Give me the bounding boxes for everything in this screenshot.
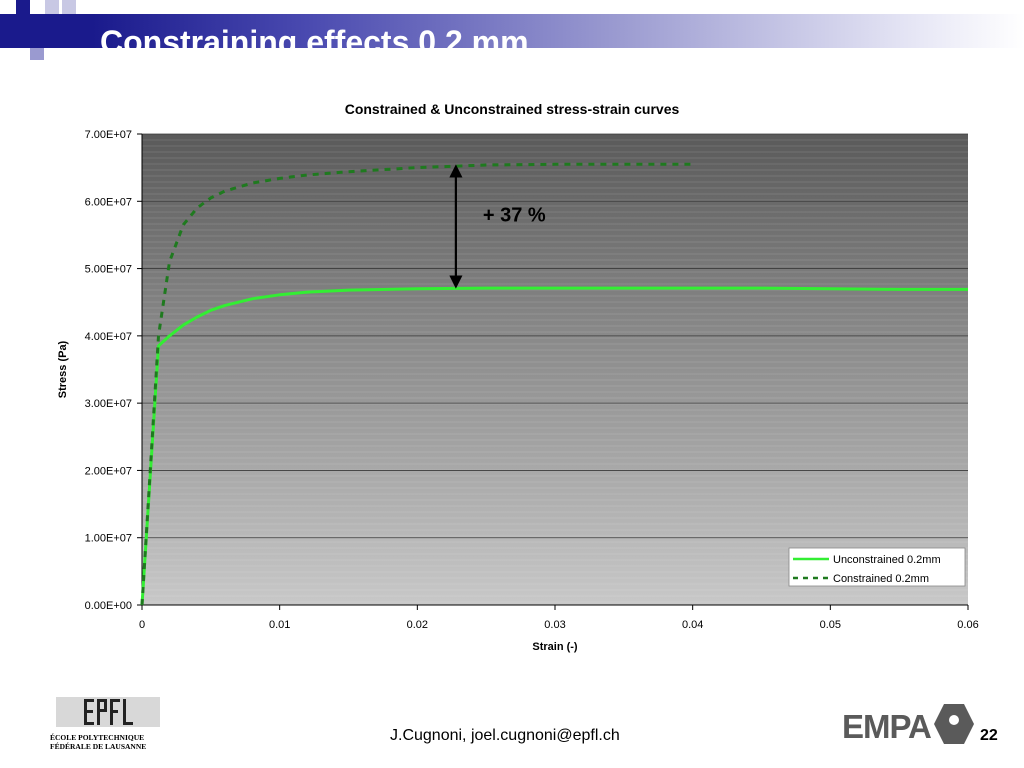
x-tick-label: 0.03 [544, 619, 565, 631]
x-tick-label: 0.04 [682, 619, 703, 631]
annotation-label: + 37 % [483, 205, 546, 227]
series-group [140, 162, 968, 606]
decor-square [45, 0, 59, 14]
decor-square [30, 46, 44, 60]
y-tick-label: 7.00E+07 [85, 129, 132, 141]
series-line-unconstrained [140, 286, 968, 606]
y-tick-label: 5.00E+07 [85, 264, 132, 276]
legend: Unconstrained 0.2mm Constrained 0.2mm [788, 547, 966, 587]
y-tick-label: 2.00E+07 [85, 465, 132, 477]
empa-logo: EMPA [840, 700, 975, 748]
legend-label: Unconstrained 0.2mm [833, 554, 941, 566]
plot-area [142, 134, 968, 605]
epfl-line1: ÉCOLE POLYTECHNIQUE [50, 732, 144, 742]
epfl-line2: FÉDÉRALE DE LAUSANNE [50, 741, 146, 751]
empa-text: EMPA [842, 708, 931, 745]
title-bar: Constraining effects 0.2 mm [0, 14, 1024, 60]
legend-label: Constrained 0.2mm [833, 573, 929, 585]
page-number: 22 [980, 727, 998, 744]
x-axis-label: Strain (-) [532, 641, 578, 653]
y-tick-label: 1.00E+07 [85, 533, 132, 545]
stress-strain-chart: Constrained & Unconstrained stress-strai… [57, 101, 979, 653]
chart-title: Constrained & Unconstrained stress-strai… [345, 101, 680, 117]
x-tick-label: 0.01 [269, 619, 290, 631]
epfl-logo: ÉCOLE POLYTECHNIQUE FÉDÉRALE DE LAUSANNE [48, 693, 163, 753]
y-tick-label: 6.00E+07 [85, 196, 132, 208]
plot-background-stripes [142, 139, 968, 603]
empa-logo-graphic: EMPA [840, 704, 974, 745]
annotation-group: + 37 % [449, 164, 546, 289]
footer-author: J.Cugnoni, joel.cugnoni@epfl.ch [390, 727, 620, 744]
x-axis-ticks: 0 0.01 0.02 0.03 0.04 0.05 0.06 [139, 605, 979, 631]
legend-box [788, 547, 966, 587]
y-axis-label: Stress (Pa) [57, 340, 69, 398]
epfl-logo-graphic: ÉCOLE POLYTECHNIQUE FÉDÉRALE DE LAUSANNE [50, 697, 160, 751]
y-tick-label: 3.00E+07 [85, 398, 132, 410]
y-tick-label: 0.00E+00 [85, 600, 132, 612]
y-axis-ticks: 0.00E+00 1.00E+07 2.00E+07 3.00E+07 4.00E+07… [85, 129, 142, 612]
y-tick-label: 4.00E+07 [85, 331, 132, 343]
decor-square [16, 0, 30, 14]
x-tick-label: 0 [139, 619, 145, 631]
x-tick-label: 0.02 [407, 619, 428, 631]
decor-square [62, 0, 76, 14]
series-line-constrained [140, 162, 693, 606]
x-tick-label: 0.05 [820, 619, 841, 631]
x-tick-label: 0.06 [957, 619, 978, 631]
slide-title: Constraining effects 0.2 mm [100, 24, 529, 60]
